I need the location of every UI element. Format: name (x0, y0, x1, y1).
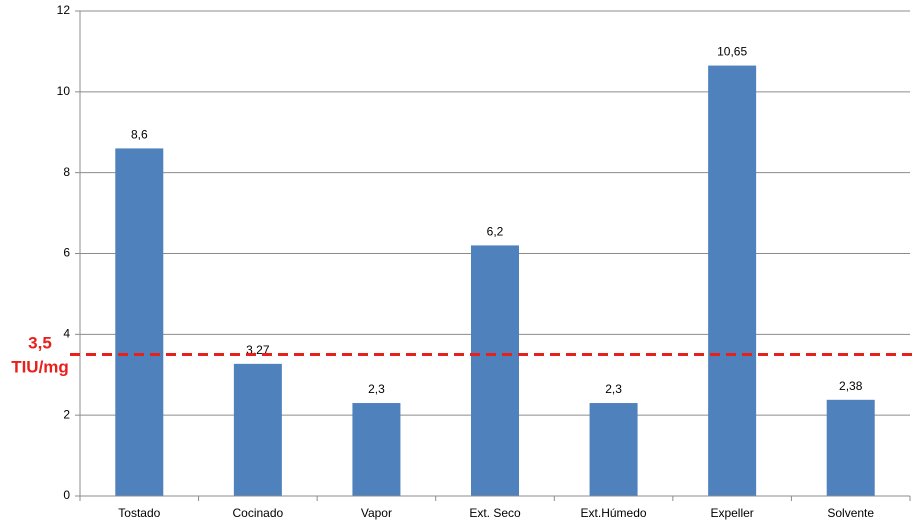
value-label: 6,2 (487, 225, 504, 239)
y-tick-label: 8 (63, 165, 70, 179)
value-label: 10,65 (717, 45, 747, 59)
bar (115, 148, 164, 496)
bar (826, 399, 875, 496)
value-label: 2,3 (368, 382, 385, 396)
y-tick-label: 2 (63, 407, 70, 421)
x-tick-label: Ext.Húmedo (581, 506, 647, 520)
value-label: 8,6 (131, 128, 148, 142)
y-tick-label: 6 (63, 246, 70, 260)
y-tick-label: 4 (63, 327, 70, 341)
y-tick-label: 0 (63, 488, 70, 502)
x-tick-label: Cocinado (233, 506, 284, 520)
bar (352, 403, 401, 496)
x-tick-label: Tostado (118, 506, 160, 520)
x-tick-label: Expeller (710, 506, 753, 520)
value-label: 2,38 (839, 379, 863, 393)
bar (708, 65, 757, 496)
x-tick-label: Vapor (361, 506, 392, 520)
bar (589, 403, 638, 496)
x-tick-label: Solvente (827, 506, 874, 520)
y-tick-label: 12 (57, 3, 71, 17)
x-tick-label: Ext. Seco (469, 506, 521, 520)
reference-unit: TIU/mg (11, 357, 69, 376)
reference-label: 3,5 (28, 333, 52, 352)
bar (233, 363, 282, 496)
y-tick-label: 10 (57, 84, 71, 98)
bar (471, 245, 519, 496)
value-label: 2,3 (605, 382, 622, 396)
